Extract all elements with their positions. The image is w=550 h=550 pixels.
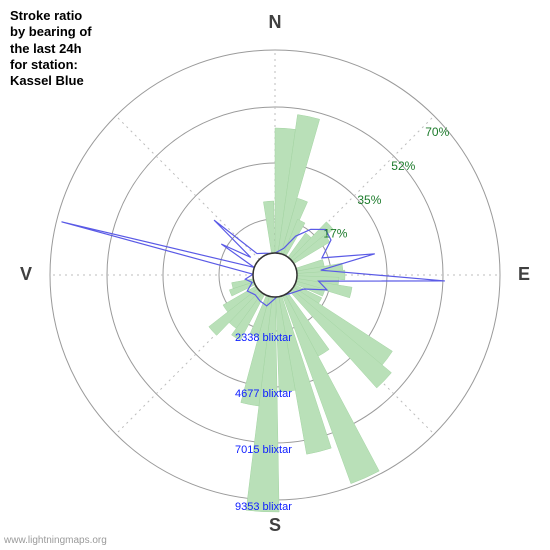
percent-label: 35% bbox=[357, 193, 381, 207]
radial-gridline bbox=[116, 116, 260, 260]
cardinal-s: S bbox=[269, 515, 281, 535]
sector-bar bbox=[263, 201, 274, 253]
cardinal-e: E bbox=[518, 264, 530, 284]
percent-label: 70% bbox=[425, 125, 449, 139]
cardinal-n: N bbox=[269, 12, 282, 32]
polar-chart: N E S V 2338 blixtar 4677 blixtar 7015 blixtar… bbox=[0, 0, 550, 550]
ring-label: 4677 blixtar bbox=[235, 388, 292, 400]
ring-label: 2338 blixtar bbox=[235, 332, 292, 344]
ring-label: 9353 blixtar bbox=[235, 501, 292, 513]
cardinal-v: V bbox=[20, 264, 32, 284]
centre-hole bbox=[253, 253, 297, 297]
percent-label: 17% bbox=[323, 227, 347, 241]
ring-label: 7015 blixtar bbox=[235, 444, 292, 456]
percent-label: 52% bbox=[391, 159, 415, 173]
